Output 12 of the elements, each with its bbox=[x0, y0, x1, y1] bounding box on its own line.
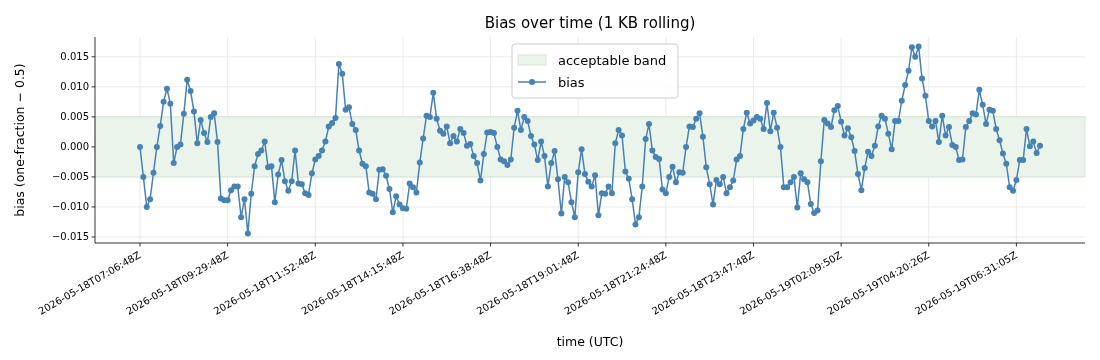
y-tick-label: 0.000 bbox=[60, 141, 89, 153]
x-axis-title: time (UTC) bbox=[556, 334, 624, 349]
y-tick-label: −0.015 bbox=[51, 231, 89, 243]
legend-label: bias bbox=[558, 74, 585, 90]
y-tick-label: 0.005 bbox=[60, 111, 89, 123]
y-tick-label: −0.010 bbox=[51, 201, 89, 213]
legend-label: acceptable band bbox=[558, 52, 667, 68]
chart-title: Bias over time (1 KB rolling) bbox=[484, 14, 696, 32]
y-tick-label: 0.015 bbox=[60, 51, 89, 63]
y-tick-label: −0.005 bbox=[51, 171, 89, 183]
y-axis-title: bias (one-fraction − 0.5) bbox=[12, 63, 27, 217]
y-tick-label: 0.010 bbox=[60, 81, 89, 93]
